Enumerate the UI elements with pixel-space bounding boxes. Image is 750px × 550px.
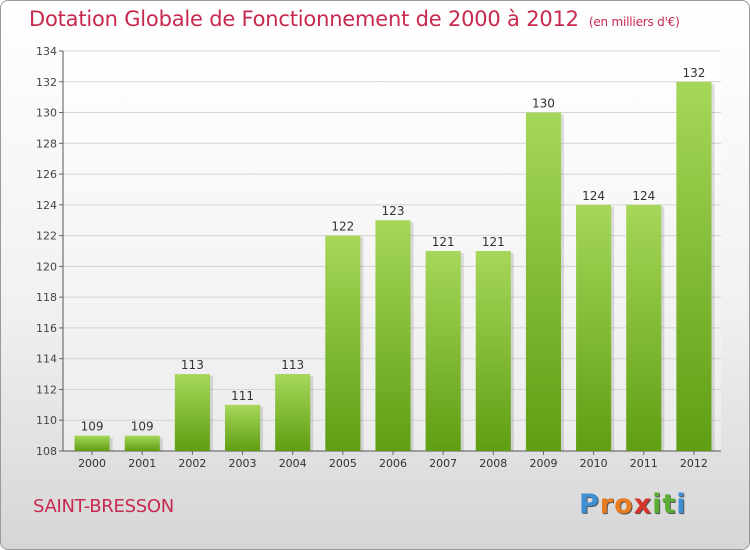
x-tick-label: 2011	[630, 457, 658, 470]
data-label: 111	[231, 389, 254, 403]
x-tick-label: 2009	[529, 457, 557, 470]
data-label: 132	[682, 66, 705, 80]
logo-letter: t	[662, 489, 677, 520]
logo-letter: P	[579, 489, 600, 520]
y-tick-label: 124	[36, 199, 57, 212]
x-tick-label: 2002	[178, 457, 206, 470]
x-tick-label: 2001	[128, 457, 156, 470]
bar-2009	[525, 112, 562, 452]
data-label: 113	[181, 358, 204, 372]
labels: 108 110 112 114 116 118 120 122 124 126 128 130 132 1…	[36, 45, 708, 470]
chart-title: Dotation Globale de Fonctionnement de 20…	[29, 7, 680, 31]
y-tick-label: 134	[36, 45, 57, 58]
commune-name: SAINT-BRESSON	[33, 496, 174, 517]
data-label: 109	[81, 420, 104, 434]
y-tick-label: 126	[36, 168, 57, 181]
bar-2008	[475, 251, 511, 451]
data-label: 121	[482, 235, 505, 249]
proxiti-logo: Proxiti	[579, 489, 687, 520]
x-tick-label: 2005	[329, 457, 357, 470]
bar-2000	[74, 435, 110, 451]
chart-unit: (en milliers d'€)	[588, 15, 680, 29]
x-tick-label: 2008	[479, 457, 507, 470]
bar-2002	[174, 374, 210, 451]
logo-letter: r	[599, 489, 615, 520]
x-tick-label: 2000	[78, 457, 106, 470]
bar-2010	[576, 204, 612, 451]
x-tick-label: 2010	[580, 457, 608, 470]
bar-2011	[626, 204, 662, 451]
y-tick-label: 122	[36, 230, 57, 243]
data-label: 130	[532, 97, 555, 111]
y-tick-label: 114	[36, 353, 57, 366]
x-tick-label: 2006	[379, 457, 407, 470]
y-tick-label: 112	[36, 383, 57, 396]
x-tick-label: 2003	[229, 457, 257, 470]
logo-letter: x	[633, 489, 653, 520]
data-label: 109	[131, 420, 154, 434]
data-label: 121	[432, 235, 455, 249]
bar-2012	[676, 81, 712, 452]
x-tick-label: 2004	[279, 457, 307, 470]
chart-title-text: Dotation Globale de Fonctionnement de 20…	[29, 7, 579, 31]
data-label: 124	[582, 189, 605, 203]
bars	[74, 81, 715, 452]
bar-2006	[375, 220, 411, 451]
data-label: 122	[331, 220, 354, 234]
y-tick-label: 110	[36, 414, 57, 427]
y-tick-label: 132	[36, 76, 57, 89]
bar-2004	[275, 374, 311, 451]
logo-letter: i	[676, 489, 687, 520]
data-label: 113	[281, 358, 304, 372]
y-tick-label: 128	[36, 137, 57, 150]
y-tick-label: 130	[36, 107, 57, 120]
x-tick-label: 2007	[429, 457, 457, 470]
data-label: 124	[632, 189, 655, 203]
data-label: 123	[382, 204, 405, 218]
bar-2005	[325, 235, 361, 451]
bar-2003	[224, 404, 261, 451]
y-tick-label: 120	[36, 260, 57, 273]
y-tick-label: 108	[36, 445, 57, 458]
logo-letter: i	[652, 489, 663, 520]
bar-2007	[425, 251, 461, 451]
y-tick-label: 116	[36, 322, 57, 335]
logo-letter: o	[614, 489, 634, 520]
bar-2001	[124, 435, 160, 451]
y-tick-label: 118	[36, 291, 57, 304]
x-tick-label: 2012	[680, 457, 708, 470]
